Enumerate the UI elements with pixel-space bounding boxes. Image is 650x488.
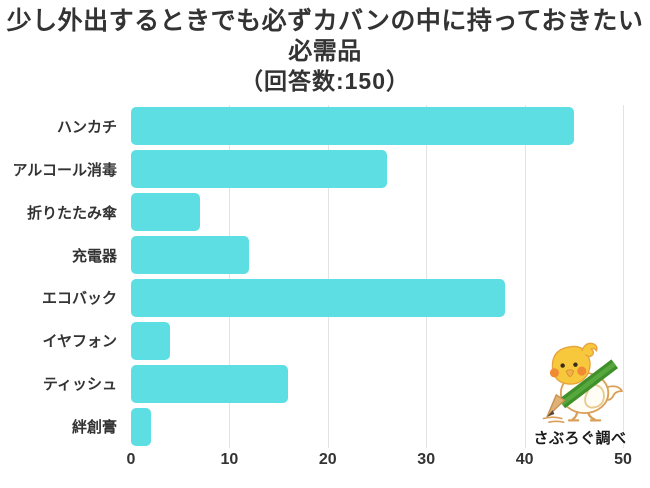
plot-area (131, 105, 624, 448)
gridline (426, 105, 428, 448)
chart-title-line1: 少し外出するときでも必ずカバンの中に持っておきたい (6, 7, 644, 35)
bar-row (131, 362, 623, 405)
credit-label: さぶろぐ調べ (533, 430, 627, 447)
chart-title-line3: （回答数:150） (239, 67, 411, 94)
gridline (229, 105, 231, 448)
chart-title: 少し外出するときでも必ずカバンの中に持っておきたい 必需品 （回答数:150） (0, 6, 650, 95)
bar (131, 193, 200, 232)
x-tick-label: 20 (318, 451, 337, 468)
bar-row (131, 191, 623, 234)
category-label: エコバック (41, 290, 117, 308)
category-label: 折りたたみ傘 (26, 204, 117, 222)
x-tick-label: 40 (515, 451, 534, 468)
x-tick-label: 30 (417, 451, 436, 468)
bar (131, 278, 505, 317)
gridline (623, 105, 624, 448)
bar-row (131, 405, 623, 448)
category-label: イヤフォン (42, 333, 117, 351)
gridline (327, 105, 329, 448)
bar (131, 321, 171, 360)
bar (131, 407, 151, 446)
bar-row (131, 319, 623, 362)
bar (131, 236, 250, 275)
x-tick-label: 10 (220, 451, 239, 468)
gridline (524, 105, 526, 448)
bird-with-pencil-mascot-icon (542, 342, 623, 423)
bar-row (131, 148, 623, 191)
chart-title-line2: 必需品 (288, 38, 362, 65)
x-tick-label: 0 (126, 451, 136, 468)
bar (131, 364, 289, 403)
bar (131, 107, 574, 146)
x-axis: 0 10 20 30 40 50 (127, 451, 632, 473)
x-tick-label: 50 (614, 451, 632, 468)
category-label: アルコール消毒 (12, 161, 117, 179)
bar-row (131, 105, 623, 148)
category-label: ハンカチ (56, 118, 117, 136)
category-label: ティッシュ (42, 376, 117, 394)
category-axis-labels: ハンカチアルコール消毒折りたたみ傘充電器エコバックイヤフォンティッシュ絆創膏 (0, 105, 124, 448)
bar (131, 150, 387, 189)
bar-rows (131, 105, 623, 448)
bar-row (131, 234, 623, 277)
credit-block: さぶろぐ調べ (528, 340, 632, 448)
category-label: 絆創膏 (71, 419, 117, 437)
bar-row (131, 277, 623, 320)
category-label: 充電器 (71, 247, 117, 265)
